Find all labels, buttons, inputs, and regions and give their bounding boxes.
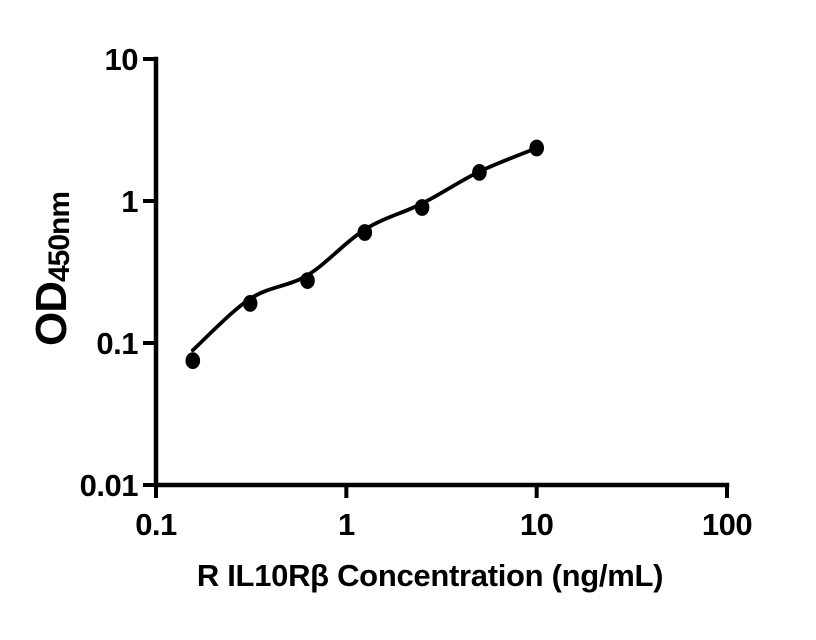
data-point (185, 352, 201, 370)
data-point (300, 272, 315, 289)
axis-frame (153, 56, 730, 488)
y-tick-label: 0.1 (96, 326, 138, 361)
data-point (472, 164, 487, 181)
data-point (414, 199, 430, 216)
x-tick-label: 1 (338, 507, 355, 542)
y-axis-title-subscript: 450nm (43, 191, 76, 283)
x-tick-label: 0.1 (135, 507, 177, 542)
x-axis-title: R IL10Rβ Concentration (ng/mL) (196, 558, 664, 593)
y-tick-label: 0.01 (80, 468, 139, 503)
x-tick-label: 100 (702, 507, 752, 542)
y-axis-title: OD 450nm (27, 192, 77, 346)
x-tick-label: 10 (520, 507, 553, 542)
data-point (242, 295, 258, 312)
y-axis-title-main: OD (27, 282, 76, 347)
data-point (357, 224, 373, 241)
y-tick-label: 10 (105, 42, 138, 77)
y-tick-label: 1 (121, 184, 138, 219)
fit-curve-line (190, 146, 539, 353)
data-point (529, 139, 544, 157)
